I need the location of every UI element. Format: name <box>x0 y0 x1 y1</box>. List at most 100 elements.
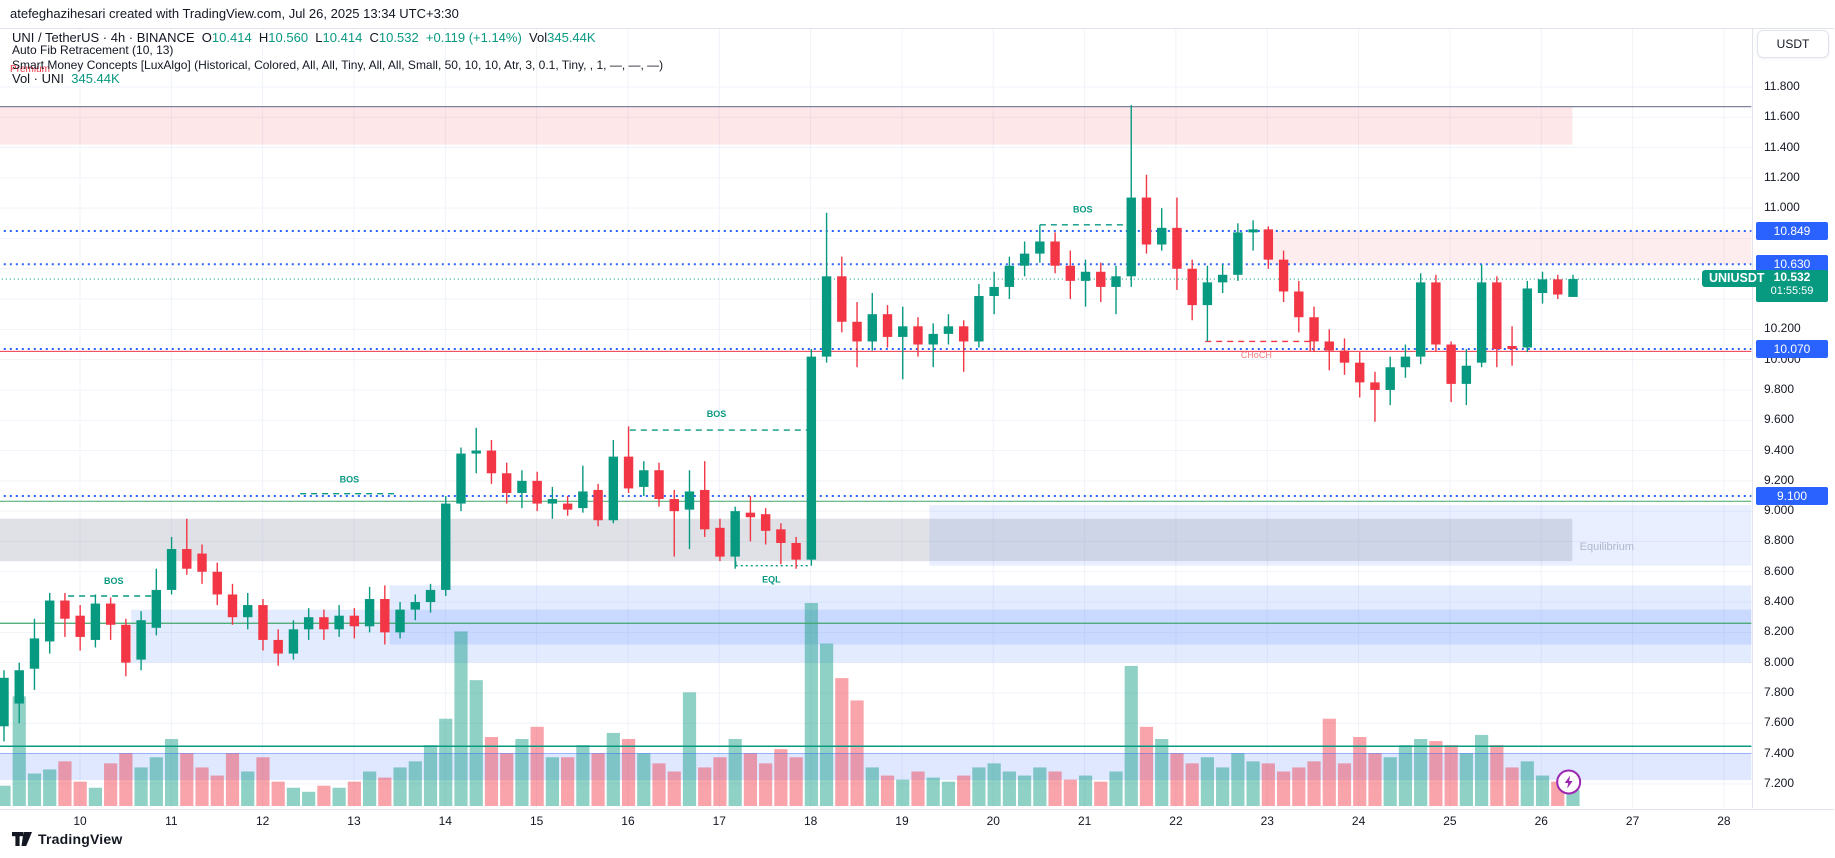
time-tick-label: 21 <box>1077 814 1092 828</box>
volume-bar <box>1216 767 1230 806</box>
time-axis[interactable]: 10 11 12 13 14 15 16 17 18 19 20 21 22 23 24 25 26 27 28 <box>0 809 1752 835</box>
candle-body <box>303 617 314 630</box>
candle-body <box>974 296 984 342</box>
candle-body <box>1339 350 1350 363</box>
volume-bar <box>484 736 499 806</box>
volume-bar <box>104 763 118 806</box>
candle-body <box>943 326 954 334</box>
attribution-text: atefeghazihesari created with TradingVie… <box>10 6 459 21</box>
candle-body <box>1309 317 1319 342</box>
chart-canvas[interactable]: BOS BOS BOS BOS CHoCH EQL Equilibrium <box>0 28 1752 808</box>
volume-bar <box>1520 761 1534 806</box>
candle-body <box>745 512 756 518</box>
volume-bar <box>561 757 575 806</box>
candle-body <box>410 602 420 610</box>
tradingview-logo[interactable]: TradingView <box>12 829 122 849</box>
volume-bar <box>378 777 392 806</box>
change-value: +0.119 (+1.14%) <box>425 30 522 45</box>
high-value: 10.560 <box>268 30 309 45</box>
candle-body <box>395 609 405 633</box>
volume-bar <box>1322 718 1336 806</box>
candle-body <box>1446 344 1456 384</box>
volume-bar <box>545 757 559 806</box>
volume-bar <box>1185 763 1199 806</box>
volume-bar <box>621 739 636 806</box>
volume-bar <box>606 732 620 806</box>
chart-frame <box>0 28 1834 810</box>
price-tick-label: 8.400 <box>1764 594 1795 609</box>
volume-bar <box>73 781 87 806</box>
volume-bar <box>119 753 133 806</box>
price-tick-label: 9.200 <box>1764 472 1795 487</box>
candle-body <box>1187 268 1197 306</box>
volume-bar <box>1246 761 1260 806</box>
time-tick-label: 22 <box>1169 814 1183 828</box>
indicator-volume[interactable]: Vol · UNI 345.44K <box>12 71 120 86</box>
indicator-auto-fib[interactable]: Auto Fib Retracement (10, 13) <box>12 43 174 57</box>
bos-label-2: BOS <box>340 474 360 484</box>
demand-zone-1 <box>389 585 1752 645</box>
candle-countdown: 01:55:59 <box>1770 285 1814 298</box>
candle-body <box>1263 229 1274 260</box>
volume-bar <box>332 787 346 806</box>
volume-bar <box>819 643 834 806</box>
volume-bar <box>1475 734 1489 806</box>
supply-zone <box>0 106 1573 145</box>
price-tick-label: 8.000 <box>1764 654 1795 669</box>
lightning-button[interactable] <box>1556 769 1582 795</box>
volume-bar <box>180 753 194 806</box>
candle-body <box>90 603 101 640</box>
price-axis[interactable]: 11.800 11.600 11.400 11.200 11.000 10.200 10.0… <box>1753 28 1835 808</box>
price-tick-label: 9.400 <box>1764 442 1795 457</box>
candle-body <box>806 356 817 560</box>
candle-body <box>273 639 283 654</box>
volume-bar <box>408 761 422 806</box>
time-tick-label: 16 <box>621 814 635 828</box>
candle-body <box>578 491 588 509</box>
candle-body <box>1233 232 1243 275</box>
time-tick-label: 13 <box>347 814 361 828</box>
time-tick-label: 23 <box>1260 814 1274 828</box>
volume-bar <box>987 763 1001 806</box>
candle-body <box>121 624 131 663</box>
volume-bar <box>1398 745 1413 806</box>
candle-body <box>1141 197 1152 245</box>
volume-bar <box>682 692 697 806</box>
close-label: C <box>369 30 379 45</box>
time-tick-label: 10 <box>73 814 87 828</box>
candle-body <box>75 615 85 637</box>
price-tick-label: 7.400 <box>1764 745 1795 760</box>
candle-body <box>212 571 222 595</box>
volume-bar <box>27 773 42 806</box>
candle-body <box>1385 367 1395 390</box>
candle-body <box>898 326 908 337</box>
volume-bar <box>1200 757 1215 806</box>
volume-value: 345.44K <box>547 30 596 45</box>
candle-body <box>562 503 573 510</box>
candle-body <box>1111 276 1121 287</box>
candle-body <box>1324 341 1334 351</box>
volume-bar <box>1048 771 1062 806</box>
candle-body <box>517 480 527 493</box>
volume-bar <box>469 680 483 806</box>
candle-body <box>776 529 786 543</box>
equilibrium-gray <box>0 518 1573 562</box>
eql-label: EQL <box>762 574 781 584</box>
indicator-smart-money-concepts[interactable]: Smart Money Concepts [LuxAlgo] (Historic… <box>12 58 664 72</box>
currency-toggle-button[interactable]: USDT <box>1757 30 1829 58</box>
candle-body <box>1492 282 1502 350</box>
volume-bar <box>1170 753 1184 806</box>
legend-row-symbol[interactable]: UNI / TetherUS · 4h · BINANCE O10.414 H1… <box>12 30 596 45</box>
volume-bar <box>500 753 514 806</box>
price-tick-label: 9.800 <box>1764 381 1795 396</box>
candle-body <box>684 491 695 510</box>
fib-level-chip: 10.849 <box>1756 222 1828 241</box>
volume-bar <box>1078 775 1093 806</box>
price-tick-label: 8.200 <box>1764 624 1795 639</box>
candle-body <box>532 480 542 504</box>
time-tick-label: 27 <box>1625 814 1640 828</box>
volume-bar <box>1261 763 1275 806</box>
tradingview-logo-icon <box>12 832 32 846</box>
volume-bar <box>149 757 163 806</box>
candle-body <box>1461 365 1472 384</box>
